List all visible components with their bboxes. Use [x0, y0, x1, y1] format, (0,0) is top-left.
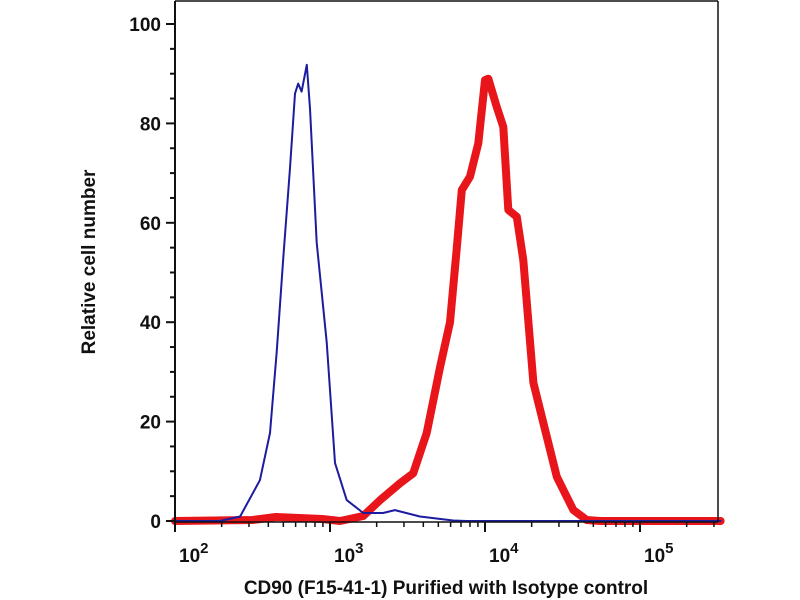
y-tick-label: 80: [140, 114, 161, 135]
y-axis-title: Relative cell number: [79, 169, 100, 354]
y-tick-label: 40: [140, 313, 161, 334]
y-tick-label: 20: [140, 413, 161, 434]
x-tick-label: 103: [334, 540, 363, 567]
x-tick-label: 102: [179, 540, 208, 567]
x-tick-exponent: 3: [355, 540, 363, 557]
x-tick-label: 105: [644, 540, 673, 567]
axes: [166, 0, 719, 532]
x-tick-base: 10: [334, 546, 355, 567]
x-tick-label: 104: [489, 540, 519, 567]
x-tick-exponent: 2: [200, 540, 208, 557]
x-tick-exponent: 4: [510, 540, 519, 557]
x-tick-base: 10: [644, 546, 665, 567]
y-tick-label: 100: [129, 15, 161, 36]
x-tick-exponent: 5: [665, 540, 673, 557]
x-axis-title: CD90 (F15-41-1) Purified with Isotype co…: [244, 578, 648, 599]
isotype-series-line: [174, 63, 722, 522]
cd90-series-line: [171, 74, 725, 525]
y-tick-label: 0: [150, 512, 161, 533]
x-tick-base: 10: [179, 546, 200, 567]
plot-series: [171, 63, 725, 525]
y-tick-label: 60: [140, 214, 161, 235]
x-tick-base: 10: [489, 546, 510, 567]
